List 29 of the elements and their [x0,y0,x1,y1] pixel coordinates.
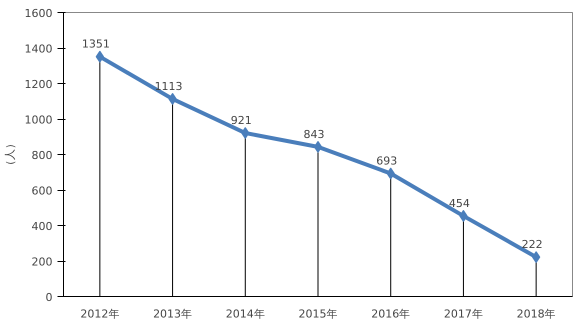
point [314,140,322,153]
data-label: 454 [448,196,470,210]
point [96,50,104,63]
y-tick-label: 1400 [24,42,53,56]
data-label: 1351 [82,38,110,51]
x-tick-label: 2016年 [371,308,410,320]
x-tick-label: 2015年 [298,308,338,320]
x-tick-label: 2018年 [516,308,556,320]
point [532,251,540,264]
data-label: 222 [522,238,543,252]
x-tick-label: 2013年 [153,308,192,320]
y-tick-label: 1200 [24,78,53,91]
y-axis-title: （人） [4,138,17,171]
data-label: 693 [376,154,398,168]
point [459,210,468,222]
x-tick-label: 2014年 [226,308,265,320]
point [168,92,177,105]
data-label: 843 [304,128,324,141]
y-tick-label: 200 [32,256,53,268]
y-tick-label: 600 [32,184,53,198]
data-label: 921 [230,114,252,128]
data-label: 1113 [154,80,183,93]
x-tick-label: 2017年 [444,308,483,320]
y-tick-label: 0 [46,291,52,304]
x-tick-label: 2012年 [80,308,120,320]
y-tick-label: 1000 [24,114,53,126]
y-tick-label: 1600 [24,7,53,20]
y-tick-label: 400 [32,220,53,233]
y-tick-label: 800 [32,149,53,162]
